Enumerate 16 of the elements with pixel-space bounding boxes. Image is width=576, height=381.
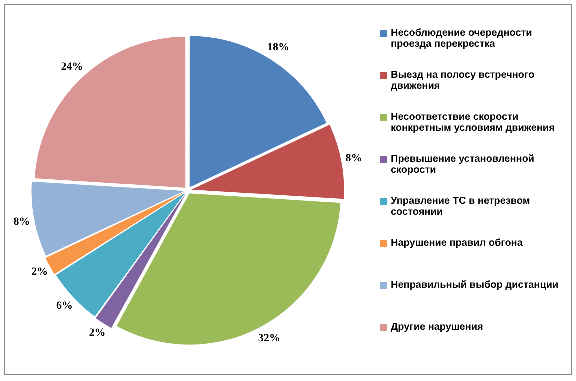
data-label: 2% [89, 327, 106, 340]
data-label: 8% [346, 152, 362, 165]
legend-label: Превышение установленной скорости [391, 154, 536, 176]
data-label: 18% [268, 42, 290, 54]
legend-label: Неправильный выбор дистанции [391, 280, 559, 291]
legend-label: Другие нарушения [391, 322, 484, 333]
legend-label: Выезд на полосу встречного движения [391, 70, 536, 92]
data-label: 32% [258, 332, 280, 344]
legend-label: Несоответствие скорости конкретным условиям движения [391, 112, 556, 134]
data-label: 24% [61, 61, 84, 74]
data-label: 2% [32, 266, 48, 278]
data-label: 8% [14, 216, 30, 228]
legend-label: Несоблюдение очередности проезда перекрестка [391, 28, 534, 50]
data-label: 6% [56, 300, 74, 312]
legend-label: Нарушение правил обгона [391, 238, 523, 249]
legend-label: Управление ТС в нетрезвом состоянии [391, 196, 532, 218]
